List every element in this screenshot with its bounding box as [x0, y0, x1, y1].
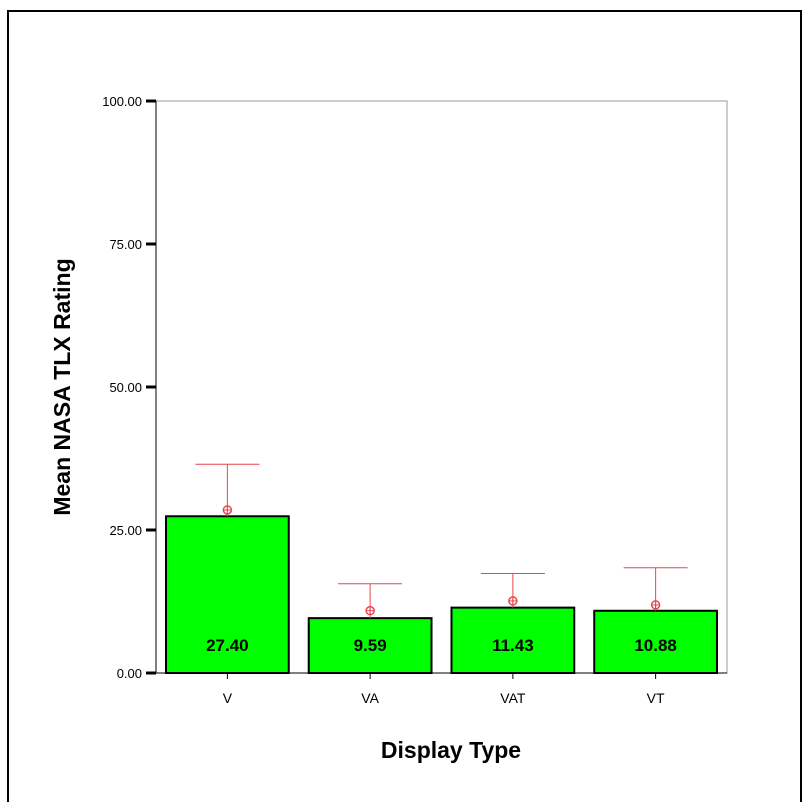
- bars: 27.40 9.59 11.43 10.88: [164, 515, 719, 675]
- bar: [450, 606, 576, 675]
- x-tick-label: VAT: [500, 690, 526, 706]
- y-tick-label: 75.00: [109, 237, 142, 252]
- chart-frame: [7, 10, 802, 802]
- x-tick-label: VA: [361, 690, 379, 706]
- y-axis-title: Mean NASA TLX Rating: [49, 258, 75, 515]
- x-tick-label: VT: [647, 690, 665, 706]
- bar: [593, 609, 719, 675]
- bar-value-label: 9.59: [354, 636, 387, 655]
- y-tick-label: 50.00: [109, 380, 142, 395]
- y-tick-label: 25.00: [109, 523, 142, 538]
- y-tick-label: 0.00: [117, 666, 142, 681]
- x-tick-label: V: [223, 690, 233, 706]
- error-bars: [195, 463, 688, 619]
- bar-value-label: 11.43: [492, 636, 534, 655]
- y-tick-label: 100.00: [102, 94, 142, 109]
- bar-value-label: 27.40: [206, 636, 249, 655]
- y-axis: 0.00 25.00 50.00 75.00 100.00: [102, 94, 157, 681]
- bar-value-label: 10.88: [634, 636, 677, 655]
- x-axis: V VA VAT VT: [156, 672, 727, 706]
- x-axis-title: Display Type: [381, 737, 521, 763]
